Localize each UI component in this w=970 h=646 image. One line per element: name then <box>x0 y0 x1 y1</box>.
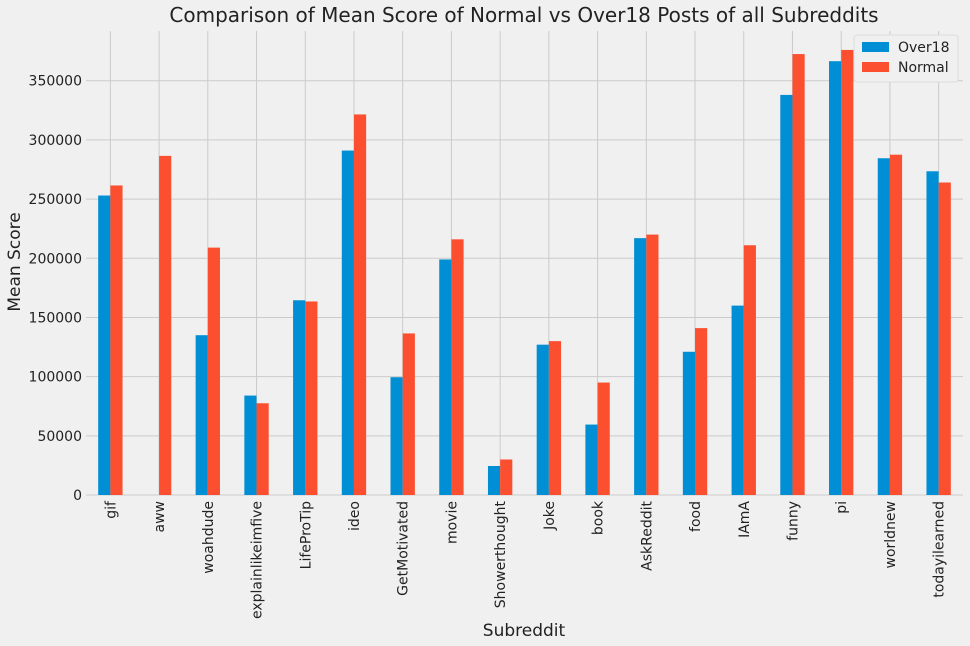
bar-normal-pi <box>841 49 854 495</box>
bar-over18-explainlikeimfive <box>244 395 257 495</box>
bar-normal-explainlikeimfive <box>256 403 269 495</box>
bar-over18-movie <box>439 259 452 495</box>
x-tick-label: GetMotivated <box>396 501 412 596</box>
bars-layer <box>98 49 951 496</box>
x-tick-label: IAmA <box>737 501 753 538</box>
y-tick-label: 250000 <box>29 192 82 208</box>
bar-over18-todayilearned <box>926 171 939 495</box>
x-tick-label: todayilearned <box>932 501 948 598</box>
bar-normal-ideo <box>353 114 367 496</box>
bar-over18-book <box>585 424 598 495</box>
bar-over18-food <box>682 351 696 495</box>
bar-normal-worldnew <box>889 154 903 495</box>
x-tick-label: gif <box>103 500 119 519</box>
bar-normal-gif <box>110 185 123 495</box>
x-tick-label: Showerthought <box>493 500 509 608</box>
bar-normal-AskReddit <box>646 234 659 495</box>
x-tick-label: food <box>688 501 704 532</box>
x-tick-label: woahdude <box>201 501 217 574</box>
y-axis-label: Mean Score <box>5 212 25 311</box>
y-tick-label: 350000 <box>29 74 82 90</box>
bar-normal-aww <box>159 155 172 495</box>
x-tick-label: book <box>591 500 607 535</box>
legend: Over18 Normal <box>853 34 959 83</box>
x-tick-label: worldnew <box>883 501 899 568</box>
bar-normal-movie <box>451 239 464 495</box>
bar-over18-AskReddit <box>634 238 647 495</box>
x-tick-label: movie <box>444 501 460 544</box>
x-tick-label: funny <box>785 501 801 541</box>
bar-over18-worldnew <box>877 158 890 495</box>
bar-over18-gif <box>98 195 111 495</box>
bar-over18-GetMotivated <box>390 377 403 495</box>
bar-normal-Joke <box>548 341 562 495</box>
bar-normal-IAmA <box>743 245 756 495</box>
x-tick-label: explainlikeimfive <box>250 501 266 619</box>
chart-title: Comparison of Mean Score of Normal vs Ov… <box>169 3 878 27</box>
y-tick-label: 50000 <box>37 429 82 445</box>
legend-swatch-normal <box>862 62 889 72</box>
bar-normal-woahdude <box>207 247 220 495</box>
y-tick-label: 150000 <box>29 310 82 326</box>
bar-over18-Joke <box>536 344 549 495</box>
x-tick-label: LifeProTip <box>298 501 314 569</box>
x-tick-label: pi <box>834 501 850 514</box>
x-tick-label: ideo <box>347 501 363 531</box>
bar-normal-todayilearned <box>938 182 951 496</box>
legend-label-over18: Over18 <box>898 40 950 56</box>
bar-normal-Showerthought <box>500 459 513 495</box>
bar-normal-LifeProTip <box>305 301 318 495</box>
bar-normal-book <box>597 382 610 495</box>
bar-over18-woahdude <box>195 335 208 495</box>
x-tick-label: Joke <box>542 501 558 531</box>
bar-normal-food <box>695 328 708 495</box>
bar-over18-pi <box>829 61 842 495</box>
x-axis-label: Subreddit <box>483 621 566 641</box>
bar-over18-funny <box>780 94 793 495</box>
y-axis: 0 50000 100000 150000 200000 250000 300000 3500… <box>29 74 82 504</box>
legend-label-normal: Normal <box>898 60 949 76</box>
bar-normal-funny <box>792 54 805 495</box>
x-axis: gif aww woahdude explainlikeimfive LifeProTi… <box>103 500 947 619</box>
x-tick-label: aww <box>152 501 168 532</box>
bar-over18-LifeProTip <box>293 300 306 495</box>
bar-normal-GetMotivated <box>402 333 415 495</box>
y-tick-label: 100000 <box>29 370 82 386</box>
y-tick-label: 0 <box>73 488 82 504</box>
bar-over18-ideo <box>341 150 354 495</box>
y-tick-label: 200000 <box>29 251 82 267</box>
x-tick-label: AskReddit <box>639 500 655 570</box>
y-tick-label: 300000 <box>29 133 82 149</box>
legend-swatch-over18 <box>862 42 889 52</box>
bar-over18-Showerthought <box>487 466 501 495</box>
bar-over18-IAmA <box>731 305 744 495</box>
